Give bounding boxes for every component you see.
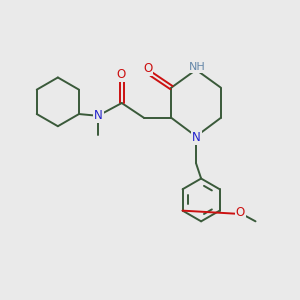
Text: O: O (116, 68, 126, 81)
Text: O: O (143, 62, 152, 75)
Text: N: N (192, 131, 201, 144)
Text: O: O (236, 206, 245, 219)
Text: NH: NH (189, 62, 205, 72)
Text: N: N (94, 109, 103, 122)
